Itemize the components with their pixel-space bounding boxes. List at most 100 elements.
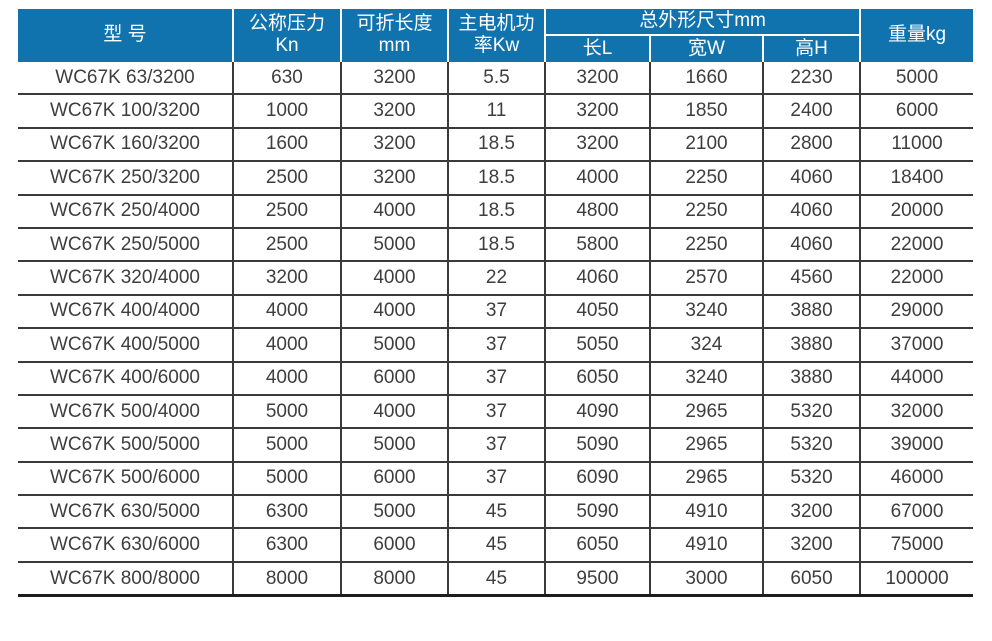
cell-dim-length: 4000 bbox=[544, 160, 651, 196]
cell-dim-length: 5090 bbox=[544, 427, 651, 463]
cell-dim-width: 1660 bbox=[649, 62, 764, 96]
cell-dim-length: 3200 bbox=[544, 126, 651, 163]
cell-dim-height: 4060 bbox=[761, 193, 862, 229]
cell-motor-power: 18.5 bbox=[447, 193, 546, 229]
cell-dim-length: 3200 bbox=[544, 62, 651, 96]
cell-pressure: 2500 bbox=[232, 193, 342, 229]
cell-motor-power: 37 bbox=[447, 327, 546, 363]
cell-fold-length: 5000 bbox=[340, 327, 449, 363]
cell-model: WC67K 500/4000 bbox=[18, 393, 234, 430]
cell-motor-power: 45 bbox=[447, 494, 546, 530]
cell-dim-height: 5320 bbox=[761, 427, 862, 463]
cell-model: WC67K 63/3200 bbox=[18, 62, 234, 96]
cell-weight: 11000 bbox=[859, 126, 974, 163]
cell-fold-length: 4000 bbox=[340, 393, 449, 430]
cell-motor-power: 45 bbox=[447, 527, 546, 563]
header-row-main: 型 号 公称压力 Kn 可折长度 mm 主电机功 率Kw bbox=[18, 9, 974, 62]
table-row: WC67K 400/5000 4000 5000 37 5050 324 388… bbox=[18, 327, 974, 363]
cell-fold-length: 3200 bbox=[340, 126, 449, 163]
cell-dim-height: 3200 bbox=[761, 494, 862, 530]
cell-dim-width: 324 bbox=[649, 327, 764, 363]
col-header-dim-length: 长L bbox=[544, 35, 650, 62]
cell-dim-length: 4800 bbox=[544, 193, 651, 229]
cell-motor-power: 18.5 bbox=[447, 160, 546, 196]
cell-pressure: 1600 bbox=[232, 126, 342, 163]
table-row: WC67K 250/4000 2500 4000 18.5 4800 2250 … bbox=[18, 193, 974, 229]
cell-fold-length: 8000 bbox=[340, 560, 449, 598]
cell-model: WC67K 400/6000 bbox=[18, 360, 234, 396]
cell-dim-width: 4910 bbox=[649, 527, 764, 563]
col-header-dim-width: 宽W bbox=[649, 35, 763, 62]
cell-pressure: 8000 bbox=[232, 560, 342, 598]
cell-weight: 67000 bbox=[859, 494, 974, 530]
table-body: WC67K 63/3200 630 3200 5.5 3200 1660 223… bbox=[18, 62, 974, 598]
cell-model: WC67K 250/5000 bbox=[18, 226, 234, 263]
cell-motor-power: 37 bbox=[447, 460, 546, 497]
cell-model: WC67K 100/3200 bbox=[18, 93, 234, 129]
table-row: WC67K 500/5000 5000 5000 37 5090 2965 53… bbox=[18, 427, 974, 463]
cell-motor-power: 37 bbox=[447, 360, 546, 396]
table-row: WC67K 500/4000 5000 4000 37 4090 2965 53… bbox=[18, 393, 974, 430]
table-row: WC67K 250/5000 2500 5000 18.5 5800 2250 … bbox=[18, 226, 974, 263]
cell-dim-width: 3000 bbox=[649, 560, 764, 598]
cell-pressure: 4000 bbox=[232, 360, 342, 396]
table-row: WC67K 250/3200 2500 3200 18.5 4000 2250 … bbox=[18, 160, 974, 196]
cell-dim-height: 4560 bbox=[761, 260, 862, 296]
col-header-model: 型 号 bbox=[18, 9, 233, 62]
cell-fold-length: 3200 bbox=[340, 160, 449, 196]
cell-fold-length: 6000 bbox=[340, 360, 449, 396]
table-row: WC67K 320/4000 3200 4000 22 4060 2570 45… bbox=[18, 260, 974, 296]
cell-motor-power: 22 bbox=[447, 260, 546, 296]
cell-dim-width: 2250 bbox=[649, 160, 764, 196]
cell-fold-length: 4000 bbox=[340, 260, 449, 296]
table-row: WC67K 400/6000 4000 6000 37 6050 3240 38… bbox=[18, 360, 974, 396]
cell-model: WC67K 800/8000 bbox=[18, 560, 234, 598]
table-row: WC67K 100/3200 1000 3200 11 3200 1850 24… bbox=[18, 93, 974, 129]
cell-fold-length: 6000 bbox=[340, 527, 449, 563]
cell-dim-length: 6050 bbox=[544, 527, 651, 563]
cell-weight: 18400 bbox=[859, 160, 974, 196]
cell-weight: 5000 bbox=[859, 62, 974, 96]
cell-model: WC67K 400/4000 bbox=[18, 293, 234, 330]
cell-dim-height: 3880 bbox=[761, 327, 862, 363]
cell-dim-length: 4060 bbox=[544, 260, 651, 296]
cell-dim-length: 5800 bbox=[544, 226, 651, 263]
cell-fold-length: 6000 bbox=[340, 460, 449, 497]
cell-pressure: 2500 bbox=[232, 226, 342, 263]
cell-pressure: 2500 bbox=[232, 160, 342, 196]
cell-model: WC67K 160/3200 bbox=[18, 126, 234, 163]
cell-fold-length: 3200 bbox=[340, 62, 449, 96]
cell-model: WC67K 630/5000 bbox=[18, 494, 234, 530]
cell-motor-power: 37 bbox=[447, 427, 546, 463]
cell-weight: 6000 bbox=[859, 93, 974, 129]
cell-fold-length: 5000 bbox=[340, 427, 449, 463]
cell-dim-height: 2230 bbox=[761, 62, 862, 96]
cell-pressure: 4000 bbox=[232, 327, 342, 363]
spec-table-wrap: 型 号 公称压力 Kn 可折长度 mm 主电机功 率Kw bbox=[18, 9, 974, 598]
cell-dim-length: 6050 bbox=[544, 360, 651, 396]
col-header-model-label: 型 号 bbox=[103, 24, 147, 46]
cell-dim-width: 4910 bbox=[649, 494, 764, 530]
cell-dim-height: 3880 bbox=[761, 360, 862, 396]
cell-dim-width: 2965 bbox=[649, 427, 764, 463]
col-header-pressure-label: 公称压力 bbox=[248, 13, 325, 35]
cell-fold-length: 4000 bbox=[340, 293, 449, 330]
cell-motor-power: 11 bbox=[447, 93, 546, 129]
cell-motor-power: 45 bbox=[447, 560, 546, 598]
cell-weight: 75000 bbox=[859, 527, 974, 563]
table-row: WC67K 630/5000 6300 5000 45 5090 4910 32… bbox=[18, 494, 974, 530]
cell-fold-length: 5000 bbox=[340, 494, 449, 530]
header-row-sub: 长L 宽W 高H bbox=[18, 35, 973, 62]
cell-weight: 22000 bbox=[859, 226, 974, 263]
col-header-weight: 重量kg bbox=[859, 9, 974, 62]
col-header-dimensions-label: 总外形尺寸mm bbox=[639, 10, 766, 32]
cell-weight: 46000 bbox=[859, 460, 974, 497]
cell-dim-length: 9500 bbox=[544, 560, 651, 598]
table-row: WC67K 63/3200 630 3200 5.5 3200 1660 223… bbox=[18, 62, 974, 96]
cell-model: WC67K 630/6000 bbox=[18, 527, 234, 563]
col-header-dim-length-label: 长L bbox=[582, 37, 613, 59]
cell-dim-height: 4060 bbox=[761, 226, 862, 263]
col-header-pressure-unit: Kn bbox=[275, 35, 299, 56]
cell-weight: 32000 bbox=[859, 393, 974, 430]
cell-motor-power: 18.5 bbox=[447, 226, 546, 263]
